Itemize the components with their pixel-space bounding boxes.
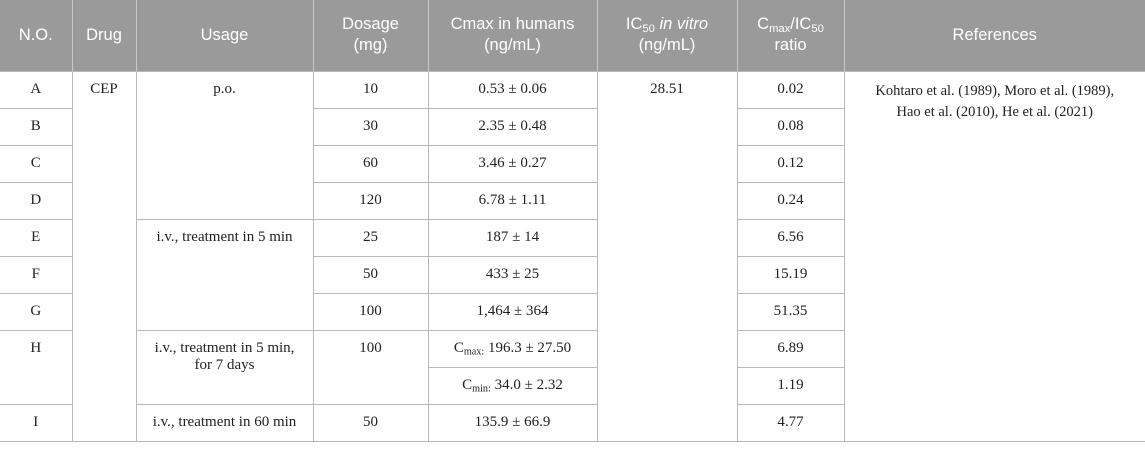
cell-no: I bbox=[0, 403, 73, 442]
table-row: G 100 1,464 ± 364 51.35 bbox=[0, 292, 1145, 331]
header-ic50-label: IC50 in vitro bbox=[602, 14, 733, 35]
header-ratio-word: ratio bbox=[774, 36, 807, 55]
header-dosage-unit: (mg) bbox=[353, 36, 388, 55]
cell-dosage: 50 bbox=[312, 403, 429, 442]
cell-dosage: 100 bbox=[312, 329, 429, 405]
cell-no: D bbox=[0, 181, 73, 220]
cell-cmax: 187 ± 14 bbox=[427, 218, 598, 257]
header-dosage: Dosage (mg) bbox=[312, 0, 429, 71]
cell-usage-iv5-7d: i.v., treatment in 5 min, for 7 days bbox=[135, 329, 314, 405]
header-ratio-c: C bbox=[757, 15, 770, 34]
header-ratio-csub: max bbox=[769, 23, 791, 36]
header-ratio: Cmax/IC50 ratio bbox=[736, 0, 845, 71]
cell-usage-po: p.o. bbox=[135, 70, 314, 220]
cell-cmin: Cmin: 34.0 ± 2.32 bbox=[428, 366, 598, 405]
cmin-c: C bbox=[462, 377, 473, 393]
header-cmax-unit: (ng/mL) bbox=[484, 36, 541, 55]
header-ratio-label: Cmax/IC50 bbox=[742, 14, 840, 35]
header-ic50-ic: IC bbox=[625, 15, 643, 34]
cell-no: H bbox=[0, 329, 73, 405]
cell-cmax: 433 ± 25 bbox=[427, 255, 598, 294]
header-cmax-humans: Cmax in humans (ng/mL) bbox=[427, 0, 598, 71]
cmax-sub: max: bbox=[463, 346, 485, 358]
table-row: I i.v., treatment in 60 min 50 135.9 ± 6… bbox=[0, 403, 1145, 442]
references-line-2: Hao et al. (2010), He et al. (2021) bbox=[896, 103, 1094, 120]
cell-dosage: 30 bbox=[312, 107, 429, 146]
cmax-c: C bbox=[453, 340, 464, 356]
cell-no: A bbox=[0, 70, 73, 109]
pharmacokinetics-table: N.O. Drug Usage Dosage (mg) Cmax in huma… bbox=[0, 0, 1145, 442]
header-row: N.O. Drug Usage Dosage (mg) Cmax in huma… bbox=[0, 0, 1145, 71]
cell-dosage: 25 bbox=[312, 218, 429, 257]
header-dosage-label: Dosage bbox=[342, 15, 399, 34]
usage-line-2: for 7 days bbox=[194, 356, 255, 373]
cell-references: Kohtaro et al. (1989), Moro et al. (1989… bbox=[843, 70, 1145, 442]
cell-cmax: 2.35 ± 0.48 bbox=[427, 107, 598, 146]
cell-dosage: 60 bbox=[312, 144, 429, 183]
header-references: References bbox=[843, 0, 1145, 71]
cell-ratio: 1.19 bbox=[736, 366, 844, 405]
cell-cmax: 6.78 ± 1.11 bbox=[427, 181, 598, 220]
cell-dosage: 50 bbox=[312, 255, 429, 294]
cell-no: E bbox=[0, 218, 73, 257]
cell-no: F bbox=[0, 255, 73, 294]
cell-ratio: 51.35 bbox=[736, 292, 844, 331]
header-ic50-sub: 50 bbox=[642, 23, 655, 36]
references-line-1: Kohtaro et al. (1989), Moro et al. (1989… bbox=[875, 82, 1115, 99]
cmax-value: 196.3 ± 27.50 bbox=[484, 340, 572, 356]
header-no: N.O. bbox=[0, 0, 73, 71]
cell-dosage: 10 bbox=[312, 70, 429, 109]
header-cmax-label: Cmax in humans bbox=[450, 15, 575, 34]
cell-ratio: 0.12 bbox=[736, 144, 844, 183]
table-row: H i.v., treatment in 5 min, for 7 days 1… bbox=[0, 329, 1145, 405]
cell-ratio: 0.08 bbox=[736, 107, 844, 146]
cell-dosage: 120 bbox=[312, 181, 429, 220]
usage-line-1: i.v., treatment in 5 min, bbox=[154, 339, 295, 356]
table-row: D 120 6.78 ± 1.11 0.24 bbox=[0, 181, 1145, 220]
header-ratio-ic: /IC bbox=[790, 15, 812, 34]
cell-no: C bbox=[0, 144, 73, 183]
cell-ratio: 6.56 bbox=[736, 218, 844, 257]
header-ratio-ssub: 50 bbox=[811, 23, 824, 36]
header-ic50-unit: (ng/mL) bbox=[638, 36, 696, 55]
cmin-value: 34.0 ± 2.32 bbox=[490, 377, 563, 393]
cell-dosage: 100 bbox=[312, 292, 429, 331]
header-usage: Usage bbox=[135, 0, 314, 71]
cell-ratio: 15.19 bbox=[736, 255, 844, 294]
cell-cmax: 135.9 ± 66.9 bbox=[427, 403, 598, 442]
cmin-sub: min: bbox=[472, 383, 491, 395]
table-row: E i.v., treatment in 5 min 25 187 ± 14 6… bbox=[0, 218, 1145, 331]
cell-ic50-value: 28.51 bbox=[596, 70, 738, 442]
cell-no: G bbox=[0, 292, 73, 331]
cell-drug: CEP bbox=[71, 70, 137, 442]
cell-cmax-max: Cmax: 196.3 ± 27.50 bbox=[427, 329, 598, 368]
cell-ratio: 6.89 bbox=[736, 329, 844, 368]
table-row: A CEP p.o. 10 0.53 ± 0.06 28.51 0.02 Koh… bbox=[0, 70, 1145, 442]
cell-usage-iv5: i.v., treatment in 5 min bbox=[135, 218, 314, 331]
cell-ratio: 0.02 bbox=[736, 70, 845, 109]
cell-ratio: 4.77 bbox=[736, 403, 844, 442]
header-drug: Drug bbox=[71, 0, 137, 71]
cell-usage-iv60: i.v., treatment in 60 min bbox=[135, 403, 314, 442]
cell-cmax: 0.53 ± 0.06 bbox=[427, 70, 598, 109]
header-ic50-invitro: in vitro bbox=[654, 15, 709, 34]
cell-cmax: 3.46 ± 0.27 bbox=[427, 144, 598, 183]
cell-ratio: 0.24 bbox=[736, 181, 844, 220]
cell-no: B bbox=[0, 107, 73, 146]
cell-cmax: 1,464 ± 364 bbox=[427, 292, 598, 331]
header-ic50: IC50 in vitro (ng/mL) bbox=[596, 0, 738, 71]
